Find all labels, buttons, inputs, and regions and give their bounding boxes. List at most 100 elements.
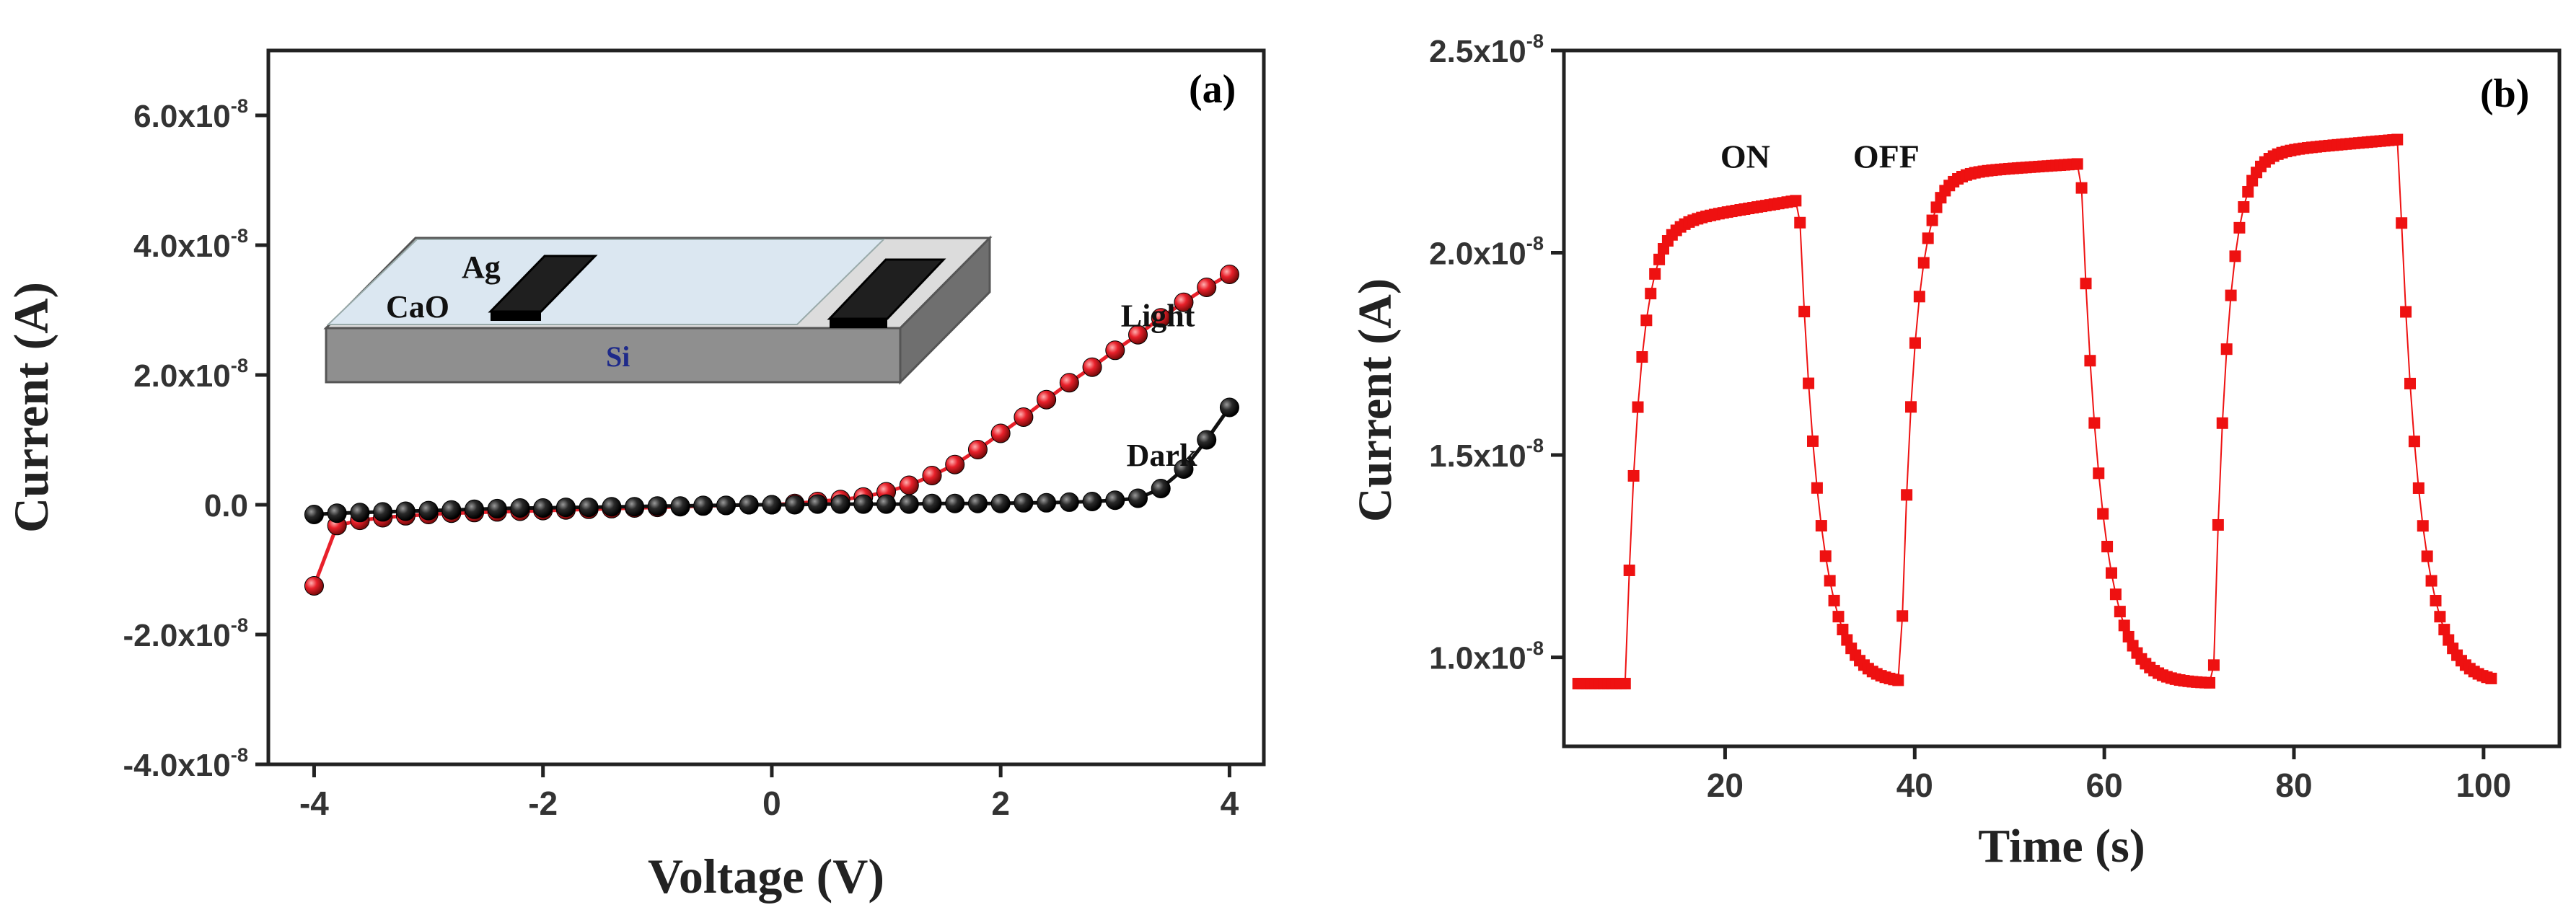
dark-point	[853, 494, 874, 514]
photoresponse-point	[2238, 201, 2250, 213]
inset-ag-label: Ag	[462, 249, 501, 285]
light-point	[1151, 308, 1171, 328]
photoresponse-point	[1922, 232, 1934, 244]
photoresponse-point	[2122, 630, 2135, 642]
panel-a-y-tick-label-mantissa: 4.0x10	[133, 229, 231, 264]
photoresponse-point	[1623, 564, 1635, 576]
panel-a-y-axis-title: Current (A)	[4, 282, 58, 533]
photoresponse-point	[1798, 306, 1811, 318]
panel-b-frame	[1562, 48, 2562, 748]
dark-point	[647, 496, 667, 516]
dark-point	[990, 493, 1011, 513]
photoresponse-point	[2204, 676, 2216, 689]
panel-a-y-tick-label-exponent: -8	[231, 94, 248, 117]
photoresponse-point	[1892, 674, 1904, 686]
dark-point	[418, 500, 439, 521]
photoresponse-point	[2109, 588, 2122, 601]
photoresponse-point	[1807, 435, 1819, 447]
panel-b-y-tick-label-exponent: -8	[1526, 434, 1544, 456]
photoresponse-point	[1619, 678, 1631, 690]
dark-point	[1197, 430, 1217, 450]
light-curve-label: Light	[1121, 299, 1195, 334]
panel-a-y-tick-label: -2.0x10-8	[123, 614, 248, 653]
on-label: ON	[1720, 138, 1770, 175]
photoresponse-point	[2075, 182, 2088, 194]
photoresponse-point	[1790, 195, 1802, 207]
panel-a-x-tick-label: 2	[991, 785, 1010, 822]
dark-point	[1014, 492, 1034, 513]
photoresponse-point	[2421, 550, 2433, 562]
panel-a-y-tick-label: 0.0	[204, 488, 248, 524]
dark-point	[487, 498, 507, 518]
dark-point	[1219, 397, 1239, 418]
panel-a-y-tick-label-mantissa: 2.0x10	[133, 358, 231, 394]
photoresponse-point	[1636, 351, 1648, 363]
inset-si-side	[899, 235, 991, 385]
off-label: OFF	[1853, 138, 1920, 175]
dark-point	[1037, 492, 1057, 513]
dark-point	[304, 505, 324, 524]
panel-b-y-tick-label: 2.0x10-8	[1429, 232, 1544, 272]
dark-point	[693, 495, 713, 516]
light-point	[1014, 407, 1034, 427]
photoresponse-series	[1572, 133, 2497, 690]
panel-b-y-tick-label-exponent: -8	[1526, 637, 1544, 659]
photoresponse-point	[2425, 575, 2437, 587]
photoresponse-point	[1627, 469, 1640, 482]
panel-a-y-tick-label-mantissa: -2.0x10	[123, 618, 231, 653]
photoresponse-point	[1926, 214, 1938, 226]
dark-point	[510, 498, 530, 518]
photoresponse-point	[2220, 343, 2233, 355]
photoresponse-point	[2438, 624, 2450, 636]
dark-point	[967, 493, 988, 513]
dark-point	[1082, 492, 1102, 511]
dark-point	[350, 503, 370, 523]
dark-point	[945, 493, 965, 513]
photoresponse-point	[1913, 291, 1925, 303]
photoresponse-point	[2396, 217, 2408, 229]
inset-ag-electrode-right-side	[830, 319, 887, 328]
light-point	[922, 466, 942, 485]
photoresponse-point	[2225, 289, 2237, 301]
panel-b-y-tick-label-exponent: -8	[1526, 232, 1544, 255]
photoresponse-point	[2084, 355, 2096, 367]
photoresponse-point	[2434, 611, 2446, 623]
photoresponse-point	[1905, 401, 1917, 413]
photoresponse-point	[2093, 467, 2105, 480]
dark-point	[1105, 490, 1125, 511]
inset-si-label: Si	[606, 340, 630, 373]
panel-a-x-tick-label: 0	[762, 785, 781, 822]
panel-b-y-axis-title: Current (A)	[1349, 278, 1402, 522]
dark-point	[625, 497, 645, 517]
photoresponse-point	[1653, 253, 1666, 265]
photoresponse-point	[1632, 401, 1644, 413]
panel-b-y-tick-label: 1.5x10-8	[1429, 434, 1544, 474]
photoresponse-point	[2391, 133, 2404, 146]
photoresponse-point	[2242, 185, 2254, 198]
light-point	[945, 454, 965, 474]
photoresponse-point	[1824, 575, 1836, 587]
panel-b-transient-chart: 1.0x10-81.5x10-82.0x10-82.5x10-8 20 40 60 8…	[1349, 30, 2562, 873]
dark-point	[807, 494, 827, 514]
photoresponse-point	[1909, 337, 1921, 349]
photoresponse-point	[2106, 567, 2117, 579]
inset-cao-label: CaO	[386, 289, 449, 324]
panel-a-iv-chart: -4.0x10-8-2.0x10-80.02.0x10-84.0x10-86.0…	[4, 48, 1266, 904]
panel-a-x-tick-label: -4	[299, 785, 329, 822]
panel-a-y-tick-label-exponent: -8	[231, 743, 248, 766]
panel-b-y-tick-label: 1.0x10-8	[1429, 637, 1544, 676]
dark-point	[533, 498, 553, 518]
panel-a-y-tick-label-exponent: -8	[231, 224, 248, 247]
panel-b-x-tick-label: 60	[2086, 767, 2123, 804]
photoresponse-point	[2114, 606, 2126, 618]
dark-point	[876, 494, 897, 514]
photoresponse-point	[2417, 520, 2429, 532]
dark-point	[441, 500, 462, 520]
light-point	[1037, 389, 1057, 410]
panel-a-x-tick-label: -2	[528, 785, 558, 822]
panel-b-y-tick-label: 2.5x10-8	[1429, 30, 1544, 69]
photoresponse-point	[2101, 540, 2114, 552]
panel-a-x-axis-title: Voltage (V)	[648, 849, 884, 904]
panel-b-y-tick-label-exponent: -8	[1526, 30, 1544, 52]
